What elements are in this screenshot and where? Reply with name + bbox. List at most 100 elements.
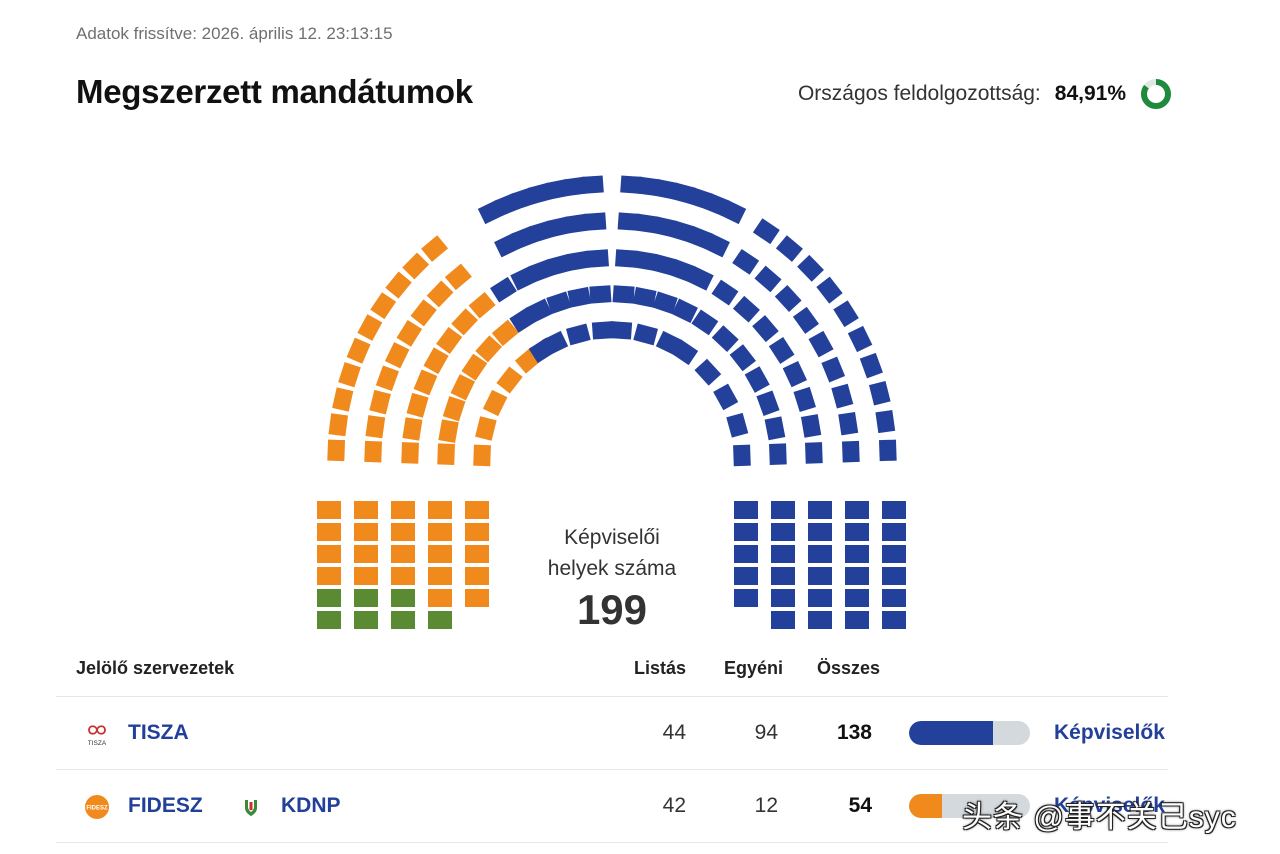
- seat: [808, 567, 832, 585]
- total-seats-value: 138: [836, 721, 872, 744]
- seat: [732, 295, 760, 323]
- divider: [56, 842, 1168, 843]
- seat: [808, 589, 832, 607]
- seat: [669, 259, 696, 283]
- representatives-link[interactable]: Képviselők: [1054, 794, 1165, 817]
- seat: [332, 387, 354, 412]
- seat-share-bar-fill: [909, 794, 942, 818]
- party-link-kdnp[interactable]: KDNP: [281, 794, 341, 817]
- seat: [468, 291, 496, 319]
- seat: [364, 440, 383, 463]
- seat: [771, 611, 795, 629]
- seat: [317, 611, 341, 629]
- seat: [771, 501, 795, 519]
- seat: [744, 366, 770, 393]
- seat: [375, 365, 399, 392]
- seat: [370, 292, 397, 320]
- party-link-tisza[interactable]: TISZA: [128, 721, 189, 744]
- seat: [528, 220, 554, 243]
- seat: [428, 501, 452, 519]
- individual-seats-value: 12: [754, 794, 778, 817]
- seat-share-bar-fill: [909, 721, 993, 745]
- seat: [547, 253, 573, 276]
- seat: [428, 545, 452, 563]
- table-row: TISZA TISZA 44 94 138 Képviselők: [56, 697, 1168, 769]
- seat: [703, 232, 730, 258]
- seat: [357, 314, 383, 341]
- seat: [473, 444, 491, 467]
- party-link-fidesz[interactable]: FIDESZ: [128, 794, 203, 817]
- seat: [391, 589, 415, 607]
- seat: [771, 589, 795, 607]
- seat: [808, 501, 832, 519]
- seat: [391, 523, 415, 541]
- seat: [612, 285, 635, 304]
- seat: [711, 325, 739, 352]
- seat: [882, 567, 906, 585]
- seat: [691, 309, 719, 336]
- seat: [586, 249, 609, 268]
- seat: [444, 263, 472, 291]
- seat: [565, 213, 589, 234]
- seat: [526, 298, 553, 324]
- seat: [451, 308, 478, 336]
- seat: [831, 383, 854, 409]
- seat: [591, 321, 614, 340]
- seat: [845, 523, 869, 541]
- seat: [882, 545, 906, 563]
- seat: [711, 279, 739, 306]
- seat: [475, 335, 502, 363]
- seat: [734, 589, 758, 607]
- representatives-link[interactable]: Képviselők: [1054, 721, 1165, 744]
- individual-seats-value: 94: [754, 721, 778, 744]
- seat: [465, 501, 489, 519]
- seat: [465, 545, 489, 563]
- seat: [771, 567, 795, 585]
- seat: [545, 178, 570, 200]
- seat: [756, 390, 780, 416]
- column-header-list: Listás: [634, 658, 687, 678]
- seat: [734, 501, 758, 519]
- seat: [771, 545, 795, 563]
- tisza-logo-icon: TISZA: [88, 725, 107, 747]
- total-seats-value: 54: [848, 794, 872, 817]
- list-seats-value: 42: [662, 794, 686, 817]
- seat: [465, 523, 489, 541]
- seat: [838, 411, 859, 436]
- seat: [391, 501, 415, 519]
- seat: [632, 286, 657, 308]
- seat: [687, 266, 714, 291]
- divider: [56, 696, 1168, 697]
- seat: [615, 249, 638, 268]
- seat: [821, 356, 846, 383]
- seat: [354, 501, 378, 519]
- seat: [566, 323, 591, 346]
- svg-text:TISZA: TISZA: [88, 740, 107, 747]
- seat: [882, 589, 906, 607]
- last-updated-text: Adatok frissítve: 2026. április 12. 23:1…: [76, 24, 393, 43]
- seat: [654, 178, 679, 200]
- seat: [354, 589, 378, 607]
- seat: [845, 545, 869, 563]
- seat: [385, 271, 412, 299]
- seat: [421, 235, 449, 262]
- seat: [410, 299, 437, 327]
- seat: [566, 250, 591, 271]
- seat: [633, 323, 658, 346]
- seat: [317, 567, 341, 585]
- seat: [800, 414, 822, 438]
- list-seats-value: 44: [662, 721, 686, 744]
- seat: [816, 276, 843, 304]
- seat: [774, 285, 802, 313]
- seat-count-value: 199: [576, 586, 648, 633]
- seat: [391, 611, 415, 629]
- seat: [317, 501, 341, 519]
- seat: [882, 611, 906, 629]
- seat: [752, 218, 780, 245]
- seat: [437, 443, 455, 465]
- seat: [338, 362, 361, 388]
- seat: [528, 259, 555, 283]
- seat: [734, 523, 758, 541]
- seat: [317, 545, 341, 563]
- fidesz-logo-icon: FIDESZ: [85, 795, 109, 819]
